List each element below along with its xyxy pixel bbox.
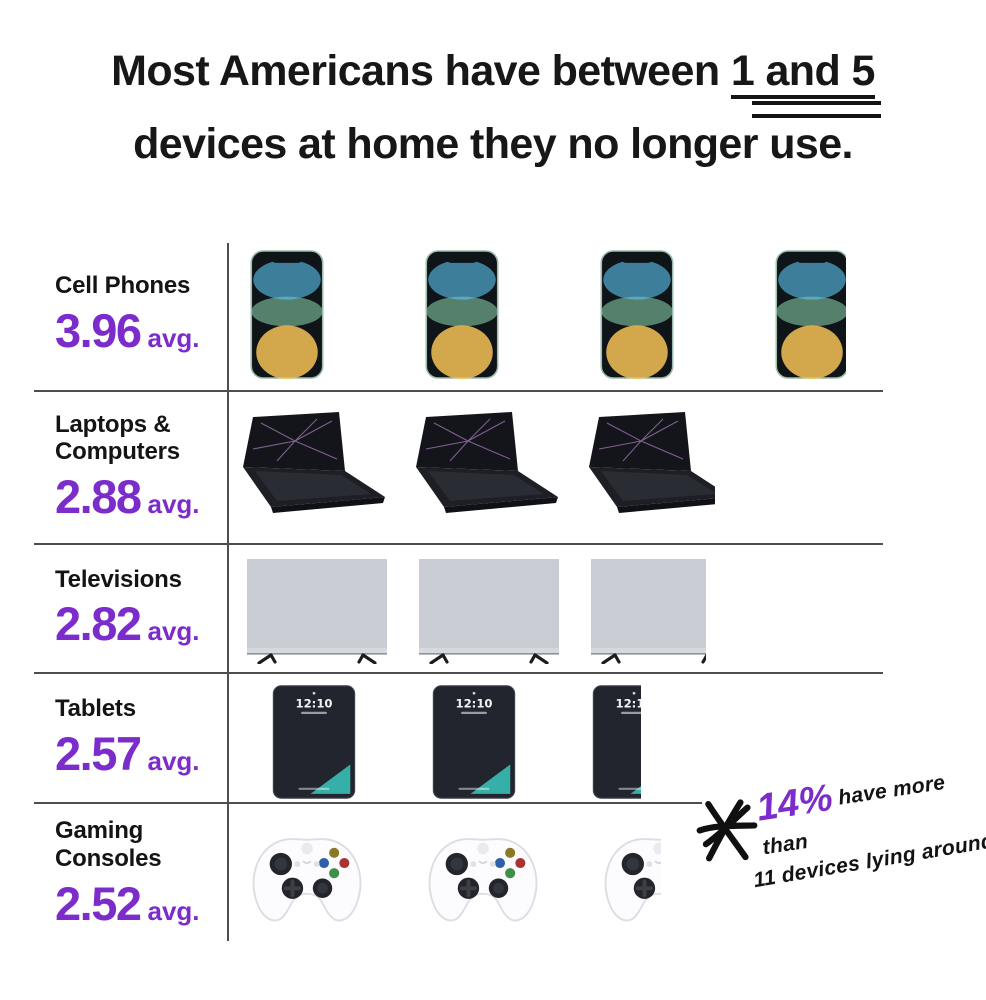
row-value-unit: avg. <box>147 616 200 647</box>
laptop-icon <box>237 409 387 521</box>
title-line-1: Most Americans have between 1 and 5 <box>0 47 986 118</box>
row-value: 2.52 avg. <box>55 876 233 931</box>
row-category-label: Tablets <box>55 695 136 723</box>
row-category-label: Laptops & Computers <box>55 410 180 466</box>
row-value-number: 2.52 <box>55 876 142 930</box>
row-value-number: 3.96 <box>55 303 142 357</box>
smartphone-icon <box>775 250 847 379</box>
pictogram-icons <box>237 409 715 521</box>
title-line-2: devices at home they no longer use. <box>133 120 853 168</box>
pictogram-icons <box>246 558 707 664</box>
smartphone-icon <box>600 250 674 379</box>
pictogram-icons <box>247 832 662 929</box>
tablet-icon: 12:10 <box>426 685 522 799</box>
row-value-unit: avg. <box>147 895 200 926</box>
game-controller-icon <box>599 832 662 929</box>
laptop-icon <box>583 409 715 521</box>
row-label: Tablets 2.57 avg. <box>55 695 233 781</box>
row-category-label: Gaming Consoles <box>55 817 162 872</box>
row-divider <box>34 390 883 392</box>
laptop-icon <box>410 409 560 521</box>
row-label: Gaming Consoles 2.52 avg. <box>55 817 233 931</box>
chart-row-cell-phones: Cell Phones 3.96 avg. <box>0 240 986 390</box>
row-value-number: 2.82 <box>55 597 142 651</box>
chart-row-laptops-computers: Laptops & Computers 2.88 avg. <box>0 392 986 543</box>
title-prefix: Most Americans have between <box>111 47 731 95</box>
pictogram-icons: 12:10 <box>266 685 641 799</box>
row-divider <box>34 543 883 545</box>
row-label: Televisions 2.82 avg. <box>55 566 233 652</box>
axis-line <box>227 243 229 941</box>
tv-icon <box>418 558 560 664</box>
row-category-label: Cell Phones <box>55 272 191 300</box>
row-value: 2.82 avg. <box>55 596 233 651</box>
row-value: 3.96 avg. <box>55 303 233 358</box>
row-value-number: 2.57 <box>55 726 142 780</box>
row-divider <box>34 802 702 804</box>
svg-text:12:10: 12:10 <box>455 696 492 710</box>
row-divider <box>34 672 883 674</box>
star-doodle-icon <box>696 799 758 862</box>
row-label: Laptops & Computers 2.88 avg. <box>55 411 233 525</box>
row-label: Cell Phones 3.96 avg. <box>55 272 233 358</box>
game-controller-icon <box>247 832 367 929</box>
row-value: 2.88 avg. <box>55 469 233 524</box>
annotation-note: 14%have more than 11 devices lying aroun… <box>690 749 986 900</box>
row-value: 2.57 avg. <box>55 726 233 781</box>
double-underline <box>752 101 881 118</box>
chart-row-tablets: Tablets 2.57 avg. 12:1 <box>0 674 986 802</box>
smartphone-icon <box>425 250 499 379</box>
annotation-stat: 14% <box>753 776 836 830</box>
row-value-unit: avg. <box>147 489 200 520</box>
underlined-phrase: 1 and 5 <box>730 50 881 118</box>
row-value-unit: avg. <box>147 322 200 353</box>
smartphone-icon <box>250 250 324 379</box>
row-category-label: Televisions <box>55 565 182 593</box>
svg-text:12:10: 12:10 <box>295 696 332 710</box>
tablet-icon: 12:10 <box>586 685 641 799</box>
game-controller-icon <box>423 832 543 929</box>
row-value-unit: avg. <box>147 745 200 776</box>
row-value-number: 2.88 <box>55 470 142 524</box>
chart-row-gaming-consoles: Gaming Consoles 2.52 avg. <box>0 804 986 944</box>
chart-row-televisions: Televisions 2.82 avg. <box>0 545 986 672</box>
svg-text:12:10: 12:10 <box>615 696 640 710</box>
tv-icon <box>590 558 707 664</box>
tv-icon <box>246 558 388 664</box>
pictogram-icons <box>250 250 847 379</box>
tablet-icon: 12:10 <box>266 685 362 799</box>
chart-title: Most Americans have between 1 and 5 devi… <box>0 50 986 166</box>
